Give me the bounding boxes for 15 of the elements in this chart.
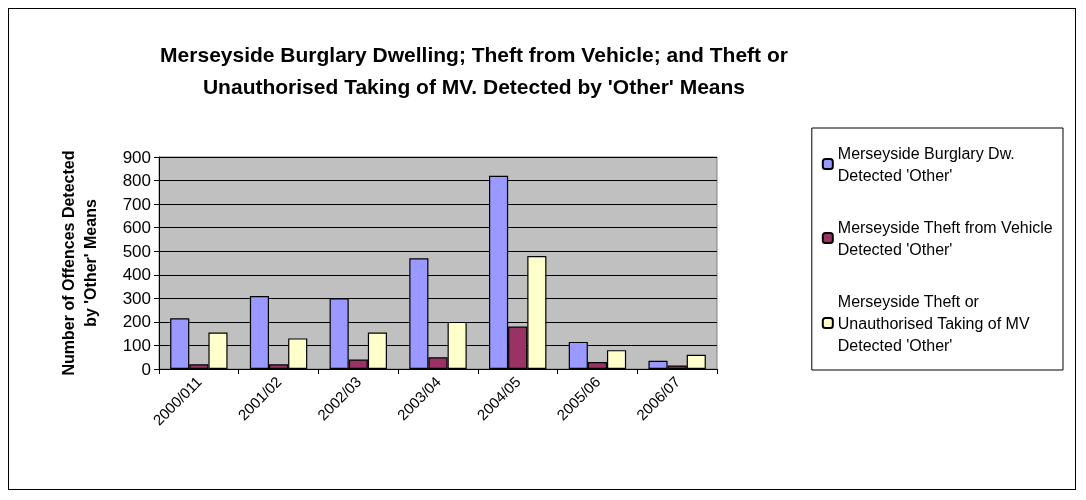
legend-label: Merseyside Theft or Unauthorised Taking of MV Detected 'Other' xyxy=(837,292,1030,354)
chart-title: Merseyside Burglary Dwelling; Theft from Vehicle; and Theft or Unauthorised Taking of MV. Detected by 'Other' Means xyxy=(160,42,788,98)
y-tick-label: 400 xyxy=(122,265,151,285)
y-tick-label: 800 xyxy=(122,171,151,191)
y-tick-label: 100 xyxy=(122,335,151,355)
y-tick-label: 0 xyxy=(141,359,151,379)
y-tick-label: 500 xyxy=(122,241,151,261)
legend-label: Merseyside Theft from Vehicle Detected 'Other' xyxy=(837,218,1053,258)
y-tick-label: 700 xyxy=(122,194,151,214)
y-tick-label: 900 xyxy=(122,147,151,167)
y-tick-label: 300 xyxy=(122,288,151,308)
y-tick-label: 600 xyxy=(122,218,151,238)
legend-label: Merseyside Burglary Dw. Detected 'Other' xyxy=(837,144,1015,184)
y-tick-label: 200 xyxy=(122,312,151,332)
y-axis-title: Number of Offences Detected by 'Other' Means xyxy=(59,150,99,376)
